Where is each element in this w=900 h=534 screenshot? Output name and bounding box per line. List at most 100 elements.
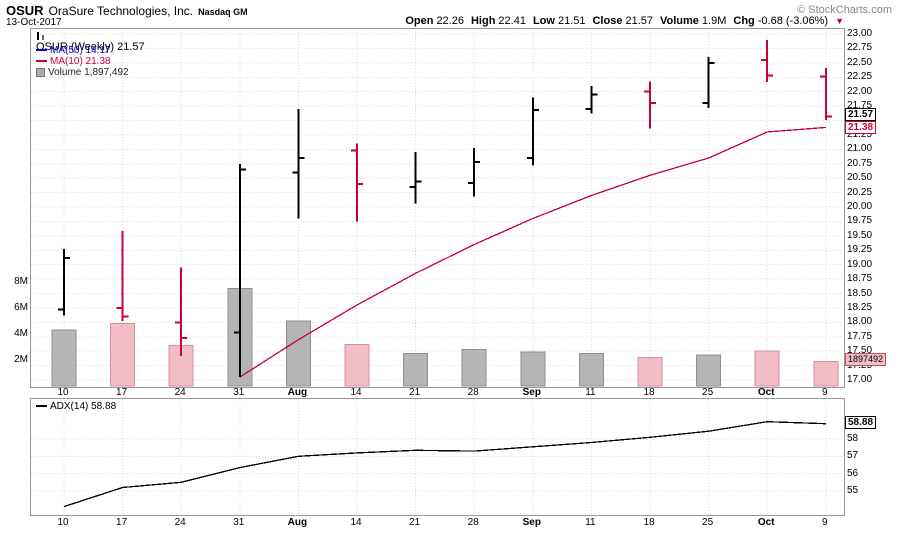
adx-chart-canvas [31, 399, 844, 515]
date-axis-tick: 17 [116, 517, 128, 528]
price-axis-tick: 17.50 [847, 345, 873, 357]
date-axis-tick: 18 [643, 517, 655, 528]
date-axis-tick: 25 [702, 387, 714, 398]
date-axis-tick: 9 [822, 387, 828, 398]
adx-line-icon [36, 405, 47, 408]
date-axis-tick: Sep [522, 517, 541, 528]
volume-bar-icon [36, 67, 45, 77]
price-axis-tick: 20.75 [847, 157, 873, 169]
date-axis-tick: 31 [233, 387, 245, 398]
date-axis-tick: 28 [467, 517, 479, 528]
volume-axis-tick: 8M [14, 276, 28, 287]
legend-ma50: MA(50) 14.17 [36, 45, 111, 56]
legend-ma10: MA(10) 21.38 [36, 56, 111, 67]
legend-volume: Volume 1,897,492 [36, 67, 129, 78]
volume-bar [461, 349, 487, 387]
price-axis-tick: 20.00 [847, 201, 873, 212]
date-axis-tick: 25 [702, 517, 714, 528]
date-axis-tick: 14 [350, 387, 362, 398]
date-axis-tick: 28 [467, 387, 479, 398]
date-axis-tick: 31 [233, 517, 245, 528]
volume-bar [520, 351, 546, 387]
legend-volume-label: Volume 1,897,492 [48, 67, 129, 78]
exchange-name: Nasdaq GM [198, 7, 248, 17]
chart-type-icon [37, 32, 44, 40]
price-axis-tick: 22.25 [847, 71, 873, 83]
ma10-line [239, 126, 826, 378]
volume-axis-tick: 6M [14, 302, 28, 313]
close-label: Close [592, 15, 623, 27]
close-value: 21.57 [625, 15, 653, 27]
date-axis-tick: 9 [822, 517, 828, 528]
price-axis-tick: 22.00 [847, 85, 873, 97]
date-axis-tick: Sep [522, 387, 541, 398]
date-axis-tick: Oct [757, 517, 775, 528]
volume-axis-tick: 2M [14, 354, 28, 365]
legend-ma10-label: MA(10) 21.38 [50, 56, 111, 67]
price-axis-tick: 20.25 [847, 186, 873, 198]
open-value: 22.26 [436, 15, 464, 27]
volume-value: 1.9M [701, 15, 727, 27]
date-axis-tick: 17 [116, 387, 128, 398]
adx-line [63, 421, 826, 508]
legend-main: OSUR (Weekly) 21.57 [36, 31, 145, 53]
adx-axis-tick: 57 [847, 450, 859, 462]
date-axis-tick: 18 [643, 387, 655, 398]
price-axis-tick: 21.00 [847, 143, 873, 155]
date-axis-tick: 21 [409, 517, 421, 528]
price-axis-tick: 17.00 [847, 374, 873, 386]
price-axis-tick: 18.25 [847, 301, 873, 313]
price-axis-tick: 18.50 [847, 287, 873, 299]
date-axis-tick: 11 [585, 517, 596, 528]
volume-bar [637, 356, 663, 387]
legend-ma50-label: MA(50) 14.17 [50, 45, 111, 56]
copyright-notice: © StockCharts.com [797, 4, 892, 16]
price-axis-tick: 22.50 [847, 56, 873, 68]
date-axis-tick: 14 [350, 517, 362, 528]
volume-bar [403, 353, 429, 387]
volume-bar [344, 343, 370, 387]
volume-value-tag: 1897492 [845, 353, 887, 367]
company-name: OraSure Technologies, Inc. [48, 4, 194, 18]
price-panel [30, 28, 845, 388]
ticker-symbol: OSUR [6, 3, 44, 18]
date-axis-tick: Aug [287, 387, 308, 398]
date-axis-tick: 24 [174, 387, 186, 398]
legend-main-label: OSUR (Weekly) 21.57 [36, 41, 145, 53]
volume-bar [285, 320, 311, 387]
ma10-line-icon [36, 60, 47, 63]
adx-axis-tick: 58 [847, 433, 859, 444]
price-axis-tick: 17.75 [847, 330, 873, 342]
open-label: Open [405, 15, 434, 27]
adx-axis-tick: 56 [847, 467, 859, 479]
adx-value-tag: 58.88 [845, 415, 877, 429]
volume-bar [578, 353, 604, 387]
price-axis-tick: 21.75 [847, 100, 873, 112]
volume-bar [51, 329, 77, 387]
date-axis-tick: Oct [757, 387, 775, 398]
date-axis-tick: 24 [174, 517, 186, 528]
adx-axis-tick: 55 [847, 484, 859, 496]
price-axis-tick: 20.50 [847, 172, 873, 184]
price-axis-tick: 19.50 [847, 229, 873, 241]
price-axis-tick: 19.25 [847, 244, 873, 256]
chg-label: Chg [733, 15, 755, 27]
date-axis-tick: 11 [585, 387, 596, 398]
date-axis-tick: 10 [57, 387, 69, 398]
high-value: 22.41 [498, 15, 526, 27]
chart-date: 13-Oct-2017 [6, 17, 62, 28]
volume-bar [110, 323, 136, 387]
legend-adx-label: ADX(14) 58.88 [50, 401, 117, 412]
price-axis-tick: 23.00 [847, 28, 873, 39]
price-axis-tick: 18.00 [847, 316, 873, 328]
date-axis-tick: 21 [409, 387, 421, 398]
volume-bar [696, 354, 722, 387]
quote-summary: Open 22.26 High 22.41 Low 21.51 Close 21.57 Volu… [405, 15, 844, 27]
price-axis-tick: 22.75 [847, 42, 873, 54]
low-value: 21.51 [557, 15, 586, 27]
ma10-price-tag: 21.38 [845, 121, 877, 135]
down-arrow-icon: ▼ [835, 16, 844, 26]
volume-bar [754, 350, 780, 387]
price-axis-tick: 19.75 [847, 215, 873, 227]
